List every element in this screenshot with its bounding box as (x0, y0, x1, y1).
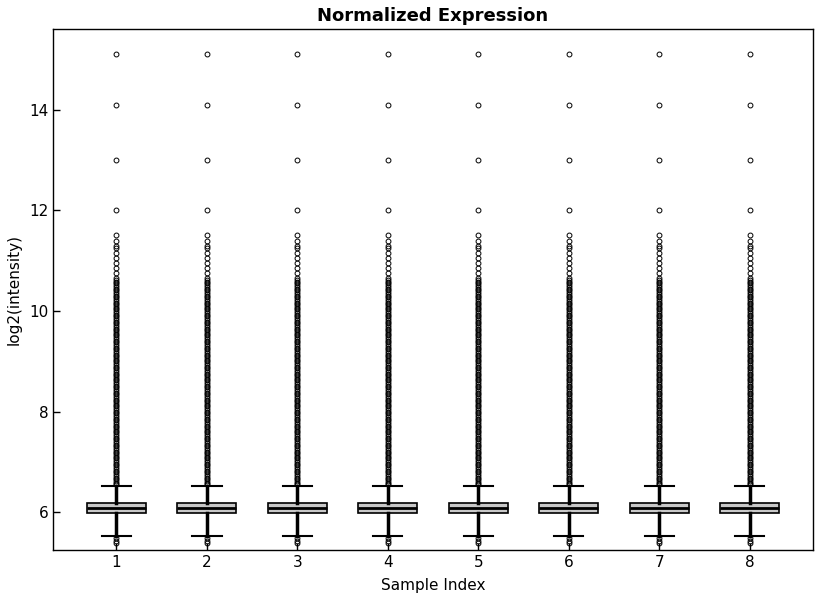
PathPatch shape (177, 503, 236, 513)
Y-axis label: log2(intensity): log2(intensity) (7, 234, 22, 345)
PathPatch shape (358, 503, 417, 513)
PathPatch shape (87, 503, 146, 513)
X-axis label: Sample Index: Sample Index (380, 578, 485, 593)
PathPatch shape (448, 503, 507, 513)
PathPatch shape (539, 503, 597, 513)
Title: Normalized Expression: Normalized Expression (317, 7, 548, 25)
PathPatch shape (719, 503, 778, 513)
PathPatch shape (268, 503, 326, 513)
PathPatch shape (629, 503, 688, 513)
